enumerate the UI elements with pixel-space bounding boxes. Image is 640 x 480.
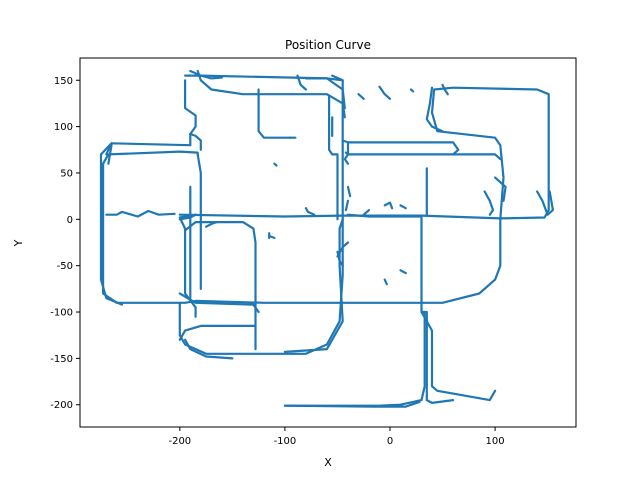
- y-tick-label: 50: [60, 168, 73, 179]
- y-axis-label: Y: [12, 239, 25, 247]
- trajectory-segment-47: [346, 185, 352, 198]
- trajectory-segment-5: [184, 74, 346, 110]
- trajectory-segment-10: [189, 132, 202, 151]
- x-tick-label: -200: [168, 436, 191, 447]
- trajectory-segment-34: [425, 86, 444, 133]
- trajectory-segment-43: [362, 209, 371, 216]
- trajectory-segment-9: [99, 142, 124, 306]
- trajectory-segment-6: [189, 69, 223, 80]
- x-tick-label: -100: [274, 436, 297, 447]
- trajectory-segment-36: [535, 190, 555, 216]
- plot-frame: [79, 57, 577, 428]
- trajectory-segment-23: [343, 141, 350, 165]
- y-tick-label: -50: [57, 261, 73, 272]
- trajectory-segment-42: [383, 201, 394, 210]
- y-tick-label: -100: [50, 308, 73, 319]
- trajectory-segment-22: [341, 139, 460, 156]
- trajectory-segment-28: [420, 310, 497, 402]
- trajectory-segment-54: [357, 93, 365, 100]
- y-tick-label: 0: [67, 215, 73, 226]
- trajectory-segment-44: [205, 221, 218, 228]
- y-tick-label: 100: [54, 122, 73, 133]
- trajectory-segment-12: [105, 209, 176, 218]
- trajectory-segment-35: [441, 83, 449, 96]
- trajectory-segment-55: [296, 74, 307, 91]
- trajectory-segment-1: [196, 153, 202, 290]
- x-axis-label: X: [324, 456, 332, 469]
- trajectory-segment-21: [328, 95, 339, 221]
- trajectory-segment-4: [196, 69, 346, 119]
- trajectory-segment-17: [184, 338, 234, 360]
- trajectory-segment-11: [107, 144, 113, 165]
- x-tick-label: 100: [486, 436, 505, 447]
- trajectory-segment-45: [268, 234, 276, 239]
- trajectory-segment-26: [283, 218, 344, 353]
- trajectory-segment-53: [409, 88, 415, 93]
- trajectory-segment-14: [184, 221, 257, 351]
- trajectory-segment-13: [178, 213, 197, 318]
- trajectory-segment-48: [344, 199, 350, 212]
- trajectory-segment-33: [304, 207, 316, 216]
- trajectory-segment-31: [178, 213, 197, 221]
- trajectory-segment-51: [399, 269, 407, 275]
- y-tick-label: -200: [50, 400, 73, 411]
- trajectory-segment-52: [273, 162, 278, 167]
- trajectory-segment-16: [178, 324, 257, 341]
- trajectory-segment-18: [257, 88, 292, 139]
- y-axis-ticks: -200 -150 -100 -50 0 50 100 150: [50, 76, 80, 411]
- x-tick-label: 0: [387, 436, 393, 447]
- trajectory-segment-46: [399, 204, 407, 210]
- trajectory-segment-15: [178, 292, 260, 314]
- trajectory-segment-39: [378, 85, 392, 100]
- trajectory-segment-41: [336, 250, 344, 267]
- trajectory-segment-7: [184, 79, 197, 136]
- trajectory-segment-40: [336, 241, 350, 258]
- y-tick-label: 150: [54, 76, 73, 87]
- trajectory-segment-24: [344, 151, 502, 161]
- trajectory-segment-37: [494, 176, 507, 202]
- trajectory-segment-30: [283, 400, 421, 408]
- chart-title: Position Curve: [285, 38, 371, 52]
- series-lines: [99, 69, 555, 408]
- y-tick-label: -150: [50, 354, 73, 365]
- trajectory-segment-50: [383, 278, 388, 286]
- trajectory-segment-8: [105, 132, 192, 156]
- trajectory-segment-38: [483, 190, 495, 216]
- x-axis-ticks: -200 -100 0 100: [168, 427, 505, 447]
